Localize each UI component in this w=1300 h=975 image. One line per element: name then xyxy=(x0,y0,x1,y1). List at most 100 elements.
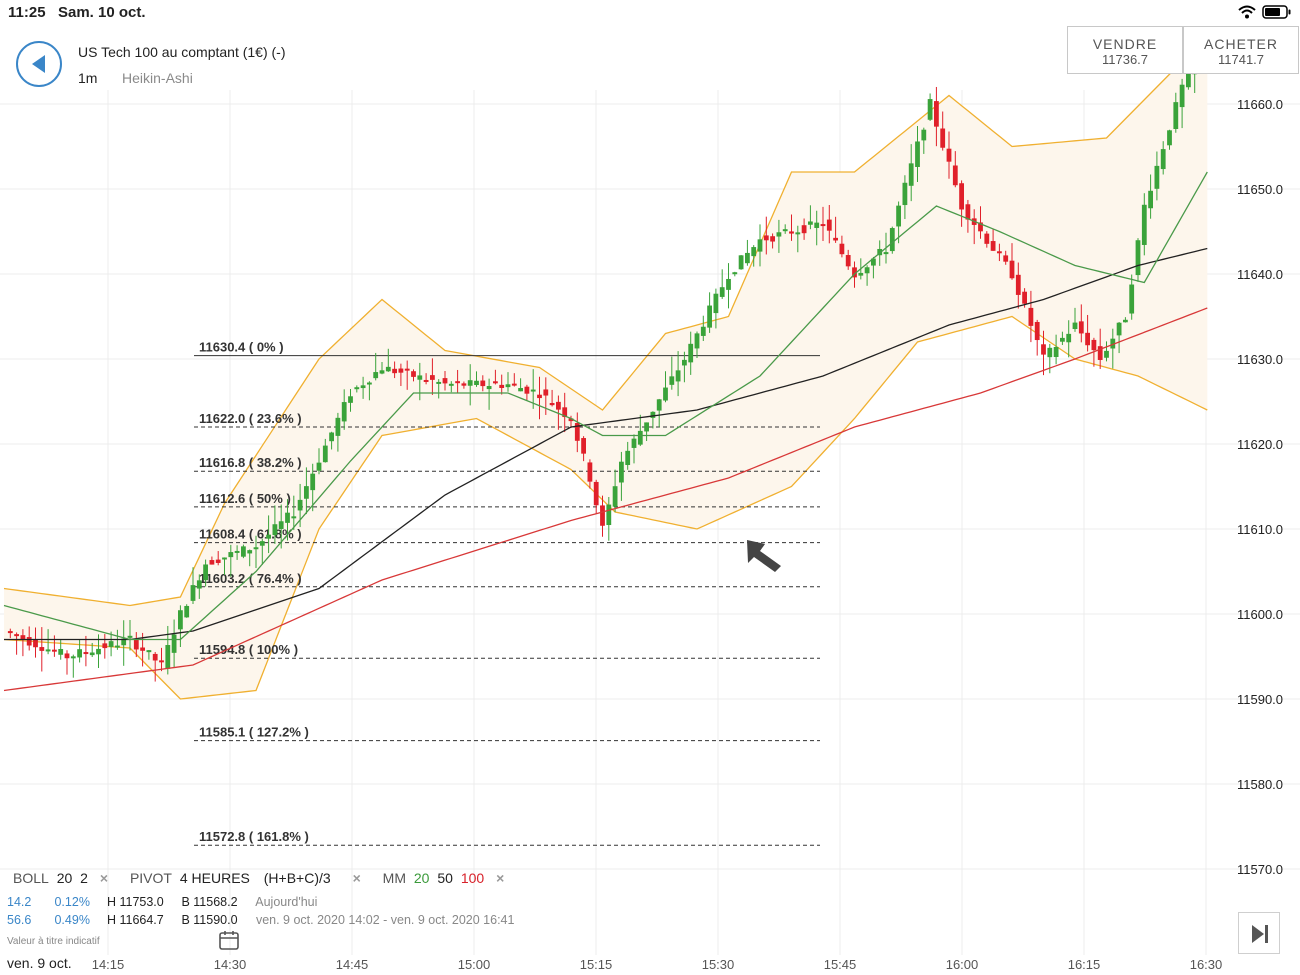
stat-low-2: B 11590.0 xyxy=(181,913,238,927)
candle-body xyxy=(505,384,511,388)
stat-high-1: H 11753.0 xyxy=(106,895,164,909)
y-axis-tick-label: 11590.0 xyxy=(1237,692,1283,707)
x-axis-tick-label: 15:15 xyxy=(580,957,613,972)
candle-body xyxy=(908,163,914,186)
candle-body xyxy=(1116,322,1122,336)
candle-body xyxy=(442,378,448,384)
buy-price: 11741.7 xyxy=(1217,52,1265,67)
candle-body xyxy=(600,505,605,526)
indicative-note: Valeur à titre indicatif xyxy=(7,936,100,947)
candle-body xyxy=(89,652,95,656)
x-axis-tick-label: 16:15 xyxy=(1068,957,1101,972)
candle-body xyxy=(1041,344,1046,355)
candle-body xyxy=(379,370,385,374)
sell-button[interactable]: VENDRE 11736.7 xyxy=(1067,26,1183,74)
y-axis-tick-label: 11660.0 xyxy=(1237,97,1283,112)
candle-body xyxy=(826,219,832,231)
jump-to-latest-button[interactable] xyxy=(1238,912,1280,954)
y-axis-tick-label: 11640.0 xyxy=(1237,267,1283,282)
mm-indicator[interactable]: MM xyxy=(382,870,406,886)
candle-body xyxy=(152,653,158,661)
candle-body xyxy=(587,462,593,482)
candle-body xyxy=(820,224,826,227)
remove-pivot-icon[interactable]: × xyxy=(352,870,361,886)
candle-body xyxy=(58,648,64,655)
instrument-name[interactable]: US Tech 100 au comptant (1€) (-) xyxy=(78,44,286,60)
candle-body xyxy=(45,649,51,652)
fibonacci-level-label: 11594.8 ( 100% ) xyxy=(199,642,298,657)
fibonacci-level-label: 11616.8 ( 38.2% ) xyxy=(199,455,302,470)
y-axis-tick-label: 11650.0 xyxy=(1237,182,1283,197)
candle-body xyxy=(858,272,864,276)
candle-body xyxy=(77,649,82,658)
fibonacci-level-label: 11572.8 ( 161.8% ) xyxy=(199,829,309,844)
chart-type-selector[interactable]: Heikin-Ashi xyxy=(122,70,193,86)
candle-body xyxy=(946,148,952,162)
candle-body xyxy=(121,638,127,646)
annotation-arrow-icon xyxy=(747,540,781,572)
candle-body xyxy=(285,512,290,523)
candle-body xyxy=(39,647,45,651)
moving-average-50-line xyxy=(4,247,1208,641)
candle-body xyxy=(915,141,920,167)
candle-body xyxy=(1173,102,1179,129)
candle-body xyxy=(763,235,769,241)
candle-body xyxy=(392,368,397,374)
calendar-icon[interactable] xyxy=(219,930,239,955)
candle-body xyxy=(354,387,360,390)
candle-body xyxy=(341,402,347,422)
mm100-label: 100 xyxy=(460,870,485,886)
candle-body xyxy=(385,366,391,372)
candle-body xyxy=(228,552,234,558)
candle-body xyxy=(902,182,908,206)
candle-body xyxy=(64,653,70,659)
candle-body xyxy=(171,634,177,653)
candle-body xyxy=(209,560,215,565)
stat-value-1: 14.2 xyxy=(7,895,32,909)
candle-body xyxy=(612,486,618,507)
moving-average-20-line xyxy=(3,171,1208,641)
buy-button[interactable]: ACHETER 11741.7 xyxy=(1183,26,1299,74)
candle-body xyxy=(694,333,700,349)
candle-body xyxy=(997,251,1002,254)
candle-body xyxy=(745,252,750,264)
candle-body xyxy=(467,380,473,386)
candle-body xyxy=(795,232,801,235)
candle-body xyxy=(990,241,996,251)
candle-body xyxy=(310,473,316,491)
candle-body xyxy=(556,401,561,410)
remove-boll-icon[interactable]: × xyxy=(99,870,109,886)
timeframe-selector[interactable]: 1m xyxy=(78,70,98,86)
candle-body xyxy=(1097,346,1103,360)
pivot-indicator[interactable]: PIVOT xyxy=(129,870,172,886)
sell-label: VENDRE xyxy=(1092,36,1158,52)
y-axis-tick-label: 11570.0 xyxy=(1237,862,1283,877)
candle-body xyxy=(234,550,240,553)
candle-body xyxy=(1135,240,1141,276)
candle-body xyxy=(593,481,599,506)
candle-body xyxy=(133,638,139,650)
stat-pct-1: 0.12% xyxy=(54,895,90,909)
candle-body xyxy=(896,205,901,227)
candle-body xyxy=(1167,130,1172,146)
candle-body xyxy=(96,648,101,655)
candle-body xyxy=(266,534,271,539)
bollinger-upper-line xyxy=(3,35,1208,607)
candle-body xyxy=(7,631,13,634)
candle-body xyxy=(719,287,725,297)
candle-body xyxy=(1078,321,1084,334)
candle-body xyxy=(1022,291,1027,304)
back-button[interactable] xyxy=(16,41,62,87)
candle-body xyxy=(1129,284,1135,314)
sell-price: 11736.7 xyxy=(1101,52,1149,67)
candle-body xyxy=(1186,71,1191,88)
boll-indicator[interactable]: BOLL xyxy=(13,870,49,886)
candle-body xyxy=(398,368,404,373)
candle-body xyxy=(272,524,278,536)
candle-body xyxy=(247,550,253,554)
x-axis-tick-label: 14:30 xyxy=(214,957,247,972)
candle-body xyxy=(574,423,580,441)
remove-mm-icon[interactable]: × xyxy=(496,870,505,886)
candle-body xyxy=(776,232,782,237)
